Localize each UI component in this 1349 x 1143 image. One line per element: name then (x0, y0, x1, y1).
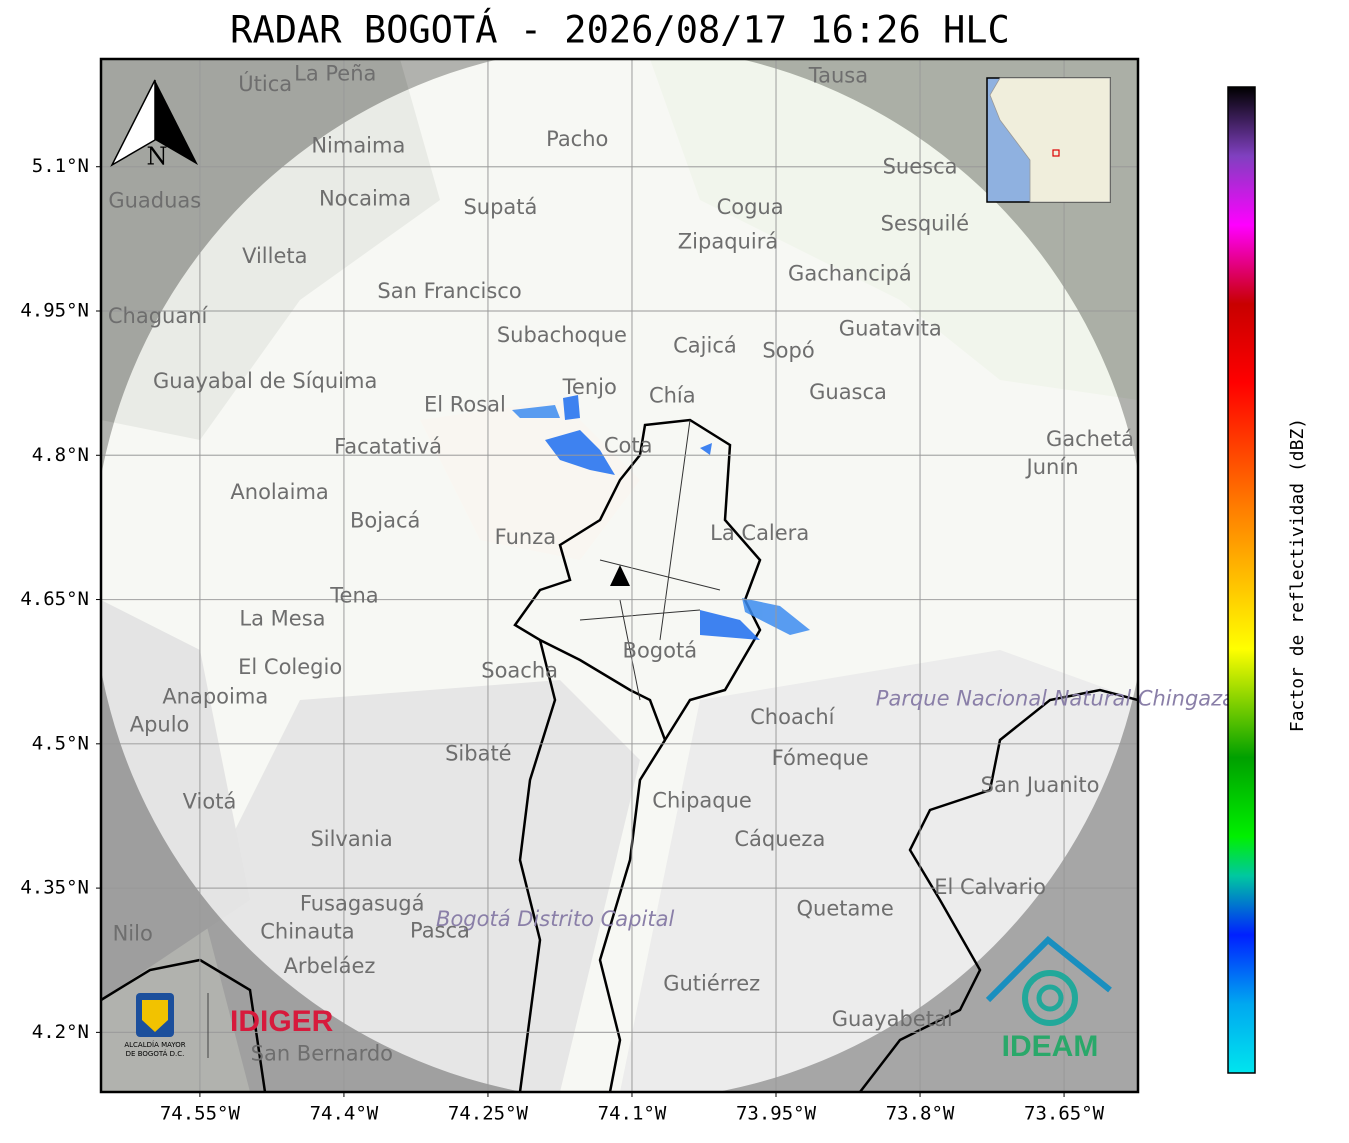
place-label: Arbeláez (284, 954, 376, 978)
place-label: Funza (495, 525, 556, 549)
place-label: Pasca (410, 918, 470, 942)
place-label: Facatativá (334, 435, 442, 459)
colorbar-ramp (1227, 86, 1256, 1074)
place-label: Villeta (242, 244, 307, 268)
place-label: Subachoque (497, 323, 627, 347)
logo-ideam: IDEAM (985, 935, 1112, 1063)
place-label: Guayabetal (832, 1007, 953, 1031)
place-label: Bogotá (623, 638, 698, 662)
place-label: Silvania (310, 827, 392, 851)
x-tick-label: 73.8°W (886, 1103, 955, 1125)
place-label: Guasca (809, 380, 887, 404)
x-tick-label: 74.1°W (598, 1103, 667, 1125)
place-label: Cota (604, 434, 653, 458)
x-tick-label: 74.4°W (310, 1103, 379, 1125)
place-label: La Mesa (239, 607, 325, 631)
place-label: Guaduas (108, 188, 201, 212)
place-label: Cogua (717, 195, 784, 219)
place-label: Bojacá (350, 509, 420, 533)
place-label: Gutiérrez (663, 971, 760, 995)
logo-ideam-text: IDEAM (1002, 1030, 1099, 1063)
place-label: Bogotá Distrito Capital (436, 907, 674, 931)
place-label: Quetame (797, 896, 894, 920)
place-label: Sibaté (445, 741, 512, 765)
y-tick-label: 5.1°N (32, 155, 89, 177)
place-label: Gachancipá (788, 261, 912, 285)
y-tick-label: 4.5°N (32, 732, 89, 754)
x-tick-label: 73.95°W (736, 1103, 817, 1125)
place-label: Nilo (113, 921, 153, 945)
place-label: Fómeque (772, 746, 869, 770)
place-label: Junín (1025, 455, 1079, 479)
place-label: Chaguaní (108, 304, 209, 328)
north-label: N (147, 143, 168, 171)
radar-site (610, 565, 630, 586)
x-tick-label: 73.65°W (1024, 1103, 1105, 1125)
place-label: Fusagasugá (300, 891, 425, 915)
place-label: La Peña (294, 61, 376, 85)
logo-idiger: IDIGER (230, 1005, 334, 1038)
y-tick-label: 4.95°N (20, 299, 89, 321)
logo-alcaldia: ALCALDÍA MAYOR DE BOGOTÁ D.C. IDIGER (124, 993, 334, 1058)
place-label: Tena (329, 584, 378, 608)
place-label: San Bernardo (251, 1041, 393, 1065)
y-tick-label: 4.35°N (20, 877, 89, 899)
x-tick-label: 74.55°W (160, 1103, 241, 1125)
place-label: Chipaque (652, 789, 752, 813)
place-label: Viotá (183, 789, 237, 813)
place-label: Pacho (546, 127, 608, 151)
place-label: Cajicá (673, 334, 737, 358)
place-label: Útica (238, 71, 292, 96)
place-label: Tausa (808, 63, 868, 87)
place-label: Parque Nacional Natural Chingaza (876, 687, 1235, 711)
place-label: Guatavita (839, 316, 942, 340)
x-tick-label: 74.25°W (448, 1103, 529, 1125)
place-label: El Rosal (424, 392, 506, 416)
place-label: Cáqueza (734, 827, 825, 851)
place-label: El Calvario (934, 875, 1046, 899)
place-label: Sopó (762, 338, 814, 362)
place-label: Chinauta (260, 919, 354, 943)
place-label: Sesquilé (881, 211, 969, 235)
place-label: San Juanito (981, 773, 1100, 797)
north-arrow: N (110, 79, 198, 171)
place-label: Tenjo (562, 375, 617, 399)
colorbar: Factor de reflectividad (dBZ) (1227, 86, 1308, 1074)
map-frame (99, 57, 1140, 1094)
inset-map (986, 77, 1111, 203)
place-label: Nocaima (319, 186, 411, 210)
place-label: Chía (649, 384, 696, 408)
place-label: Supatá (463, 195, 537, 219)
place-label: Soacha (481, 659, 558, 683)
logo-text: DE BOGOTÁ D.C. (126, 1049, 185, 1058)
y-tick-label: 4.8°N (32, 444, 89, 466)
logo-text: ALCALDÍA MAYOR (124, 1040, 185, 1049)
place-label: Apulo (130, 713, 190, 737)
place-label: Anapoima (162, 685, 268, 709)
place-label: Gachetá (1046, 427, 1134, 451)
title: RADAR BOGOTÁ - 2026/08/17 16:26 HLC (230, 8, 1010, 52)
place-label: El Colegio (238, 655, 342, 679)
colorbar-label: Factor de reflectividad (dBZ) (1287, 418, 1308, 732)
place-label: Nimaima (311, 134, 405, 158)
place-label: Suesca (883, 155, 958, 179)
place-label: San Francisco (377, 279, 521, 303)
place-label: La Calera (710, 521, 809, 545)
place-label: Zipaquirá (678, 230, 778, 254)
place-label: Guayabal de Síquima (153, 369, 377, 393)
y-tick-label: 4.65°N (20, 588, 89, 610)
grid (96, 59, 1138, 1097)
y-tick-label: 4.2°N (32, 1021, 89, 1043)
place-label: Choachí (750, 705, 836, 729)
place-label: Anolaima (230, 480, 328, 504)
